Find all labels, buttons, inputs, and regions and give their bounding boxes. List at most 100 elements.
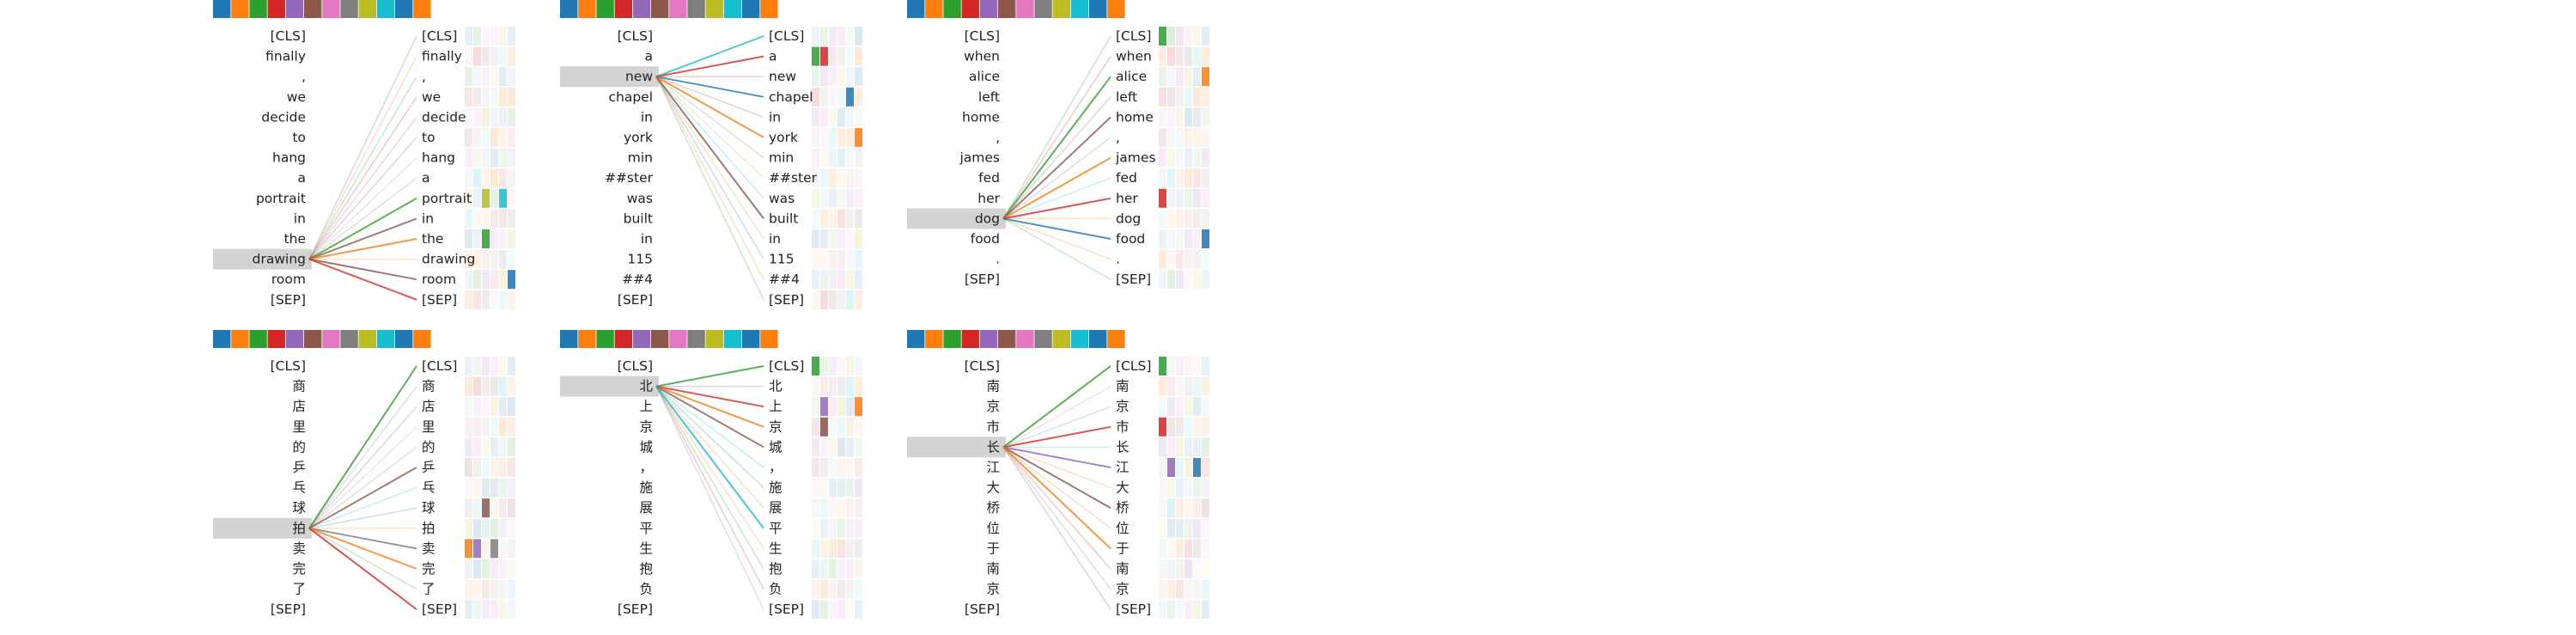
right-token[interactable]: 京	[1116, 399, 1130, 414]
right-token[interactable]: 市	[1116, 419, 1130, 435]
right-token[interactable]: 商	[422, 379, 435, 394]
head-color-swatch[interactable]	[998, 330, 1016, 348]
head-color-swatch[interactable]	[231, 330, 249, 348]
head-color-swatch[interactable]	[1070, 0, 1089, 18]
head-color-swatch[interactable]	[340, 0, 358, 18]
head-color-swatch[interactable]	[943, 0, 961, 18]
head-color-swatch[interactable]	[249, 330, 267, 348]
left-token[interactable]: [CLS]	[271, 358, 306, 374]
right-token[interactable]: drawing	[422, 252, 475, 267]
left-token[interactable]: [SEP]	[618, 292, 653, 308]
right-token[interactable]: in	[422, 211, 434, 226]
head-color-swatch[interactable]	[961, 0, 979, 18]
right-token[interactable]: 上	[769, 399, 783, 414]
head-color-swatch[interactable]	[632, 330, 651, 348]
left-token[interactable]: 施	[639, 480, 653, 496]
left-token[interactable]: ,	[996, 130, 1000, 145]
left-token[interactable]: ##4	[622, 272, 653, 287]
left-token[interactable]: food	[971, 231, 1000, 247]
left-token[interactable]: 卖	[292, 540, 306, 556]
head-color-swatch[interactable]	[614, 0, 632, 18]
head-color-swatch[interactable]	[907, 0, 925, 18]
left-token[interactable]: 于	[986, 540, 1000, 556]
left-token[interactable]: [SEP]	[618, 601, 653, 617]
right-token[interactable]: left	[1116, 89, 1137, 105]
left-token[interactable]: the	[284, 231, 306, 247]
head-color-swatch[interactable]	[1016, 330, 1034, 348]
right-token[interactable]: fed	[1116, 170, 1137, 186]
right-token[interactable]: 平	[769, 521, 783, 536]
head-color-swatch[interactable]	[304, 0, 322, 18]
left-token[interactable]: dog	[975, 211, 1000, 226]
right-token[interactable]: [SEP]	[422, 292, 457, 308]
left-token[interactable]: 京	[986, 399, 1000, 414]
right-token[interactable]: finally	[422, 49, 462, 64]
head-color-swatch[interactable]	[1052, 0, 1070, 18]
left-token[interactable]: in	[641, 231, 653, 247]
head-color-swatch[interactable]	[1089, 330, 1107, 348]
right-token[interactable]: 里	[422, 419, 435, 435]
head-color-swatch[interactable]	[614, 330, 632, 348]
left-token[interactable]: hang	[272, 150, 306, 166]
left-token[interactable]: james	[959, 150, 1000, 166]
head-color-swatch[interactable]	[1052, 330, 1070, 348]
right-token[interactable]: [SEP]	[1116, 601, 1151, 617]
left-token[interactable]: 南	[986, 379, 1000, 394]
right-token[interactable]: portrait	[422, 191, 472, 206]
left-token[interactable]: in	[641, 109, 653, 125]
right-token[interactable]: ，	[769, 460, 783, 475]
head-color-swatch[interactable]	[979, 0, 998, 18]
head-color-swatch[interactable]	[413, 0, 431, 18]
head-color-swatch[interactable]	[687, 0, 705, 18]
head-color-swatch[interactable]	[358, 330, 376, 348]
right-token[interactable]: york	[769, 130, 798, 145]
head-color-swatch[interactable]	[267, 0, 285, 18]
head-color-swatch[interactable]	[961, 330, 979, 348]
head-color-swatch[interactable]	[705, 0, 723, 18]
head-color-swatch[interactable]	[742, 0, 760, 18]
right-token[interactable]: 南	[1116, 561, 1130, 577]
left-token[interactable]: 乒	[292, 460, 306, 475]
head-color-swatch[interactable]	[285, 330, 304, 348]
head-color-swatch[interactable]	[925, 330, 943, 348]
left-token[interactable]: left	[978, 89, 1000, 105]
right-token[interactable]: ##ster	[769, 170, 818, 186]
left-token[interactable]: min	[628, 150, 653, 166]
right-token[interactable]: 负	[769, 582, 783, 597]
left-token[interactable]: in	[294, 211, 306, 226]
head-color-swatch[interactable]	[322, 0, 340, 18]
right-token[interactable]: 北	[769, 379, 783, 394]
head-color-swatch[interactable]	[596, 330, 614, 348]
right-token[interactable]: 江	[1116, 460, 1130, 475]
left-token[interactable]: 大	[986, 480, 1000, 496]
head-color-swatch[interactable]	[322, 330, 340, 348]
right-token[interactable]: 球	[422, 500, 435, 516]
right-token[interactable]: we	[422, 89, 441, 105]
left-token[interactable]: we	[287, 89, 306, 105]
left-token[interactable]: 生	[639, 540, 653, 556]
right-token[interactable]: 完	[422, 561, 435, 577]
head-color-swatch[interactable]	[578, 330, 596, 348]
right-token[interactable]: room	[422, 272, 456, 287]
left-token[interactable]: [SEP]	[271, 292, 306, 308]
right-token[interactable]: 京	[1116, 582, 1130, 597]
left-token[interactable]: portrait	[256, 191, 306, 206]
head-color-swatch[interactable]	[705, 330, 723, 348]
left-token[interactable]: 江	[986, 460, 1000, 475]
left-token[interactable]: drawing	[253, 252, 306, 267]
left-token[interactable]: was	[627, 191, 653, 206]
head-color-swatch[interactable]	[267, 330, 285, 348]
left-token[interactable]: [CLS]	[271, 28, 306, 44]
left-token[interactable]: 位	[986, 521, 1000, 536]
right-token[interactable]: 南	[1116, 379, 1130, 394]
left-token[interactable]: 京	[986, 582, 1000, 597]
left-token[interactable]: 展	[639, 500, 653, 516]
head-color-swatch[interactable]	[907, 330, 925, 348]
head-color-swatch[interactable]	[723, 330, 742, 348]
left-token[interactable]: a	[645, 49, 654, 64]
right-token[interactable]: her	[1116, 191, 1138, 206]
head-color-swatch[interactable]	[1034, 330, 1052, 348]
left-token[interactable]: finally	[265, 49, 306, 64]
right-token[interactable]: when	[1116, 49, 1152, 64]
head-color-swatch[interactable]	[943, 330, 961, 348]
